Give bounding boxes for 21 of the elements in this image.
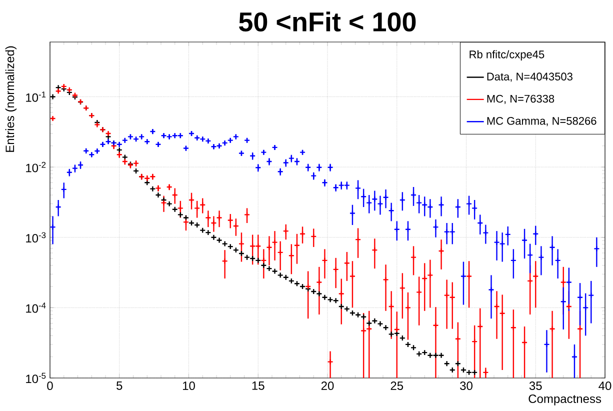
x-tick-label: 25 [390, 382, 404, 390]
x-tick-label: 30 [460, 382, 472, 390]
y-tick-label: 10$^{-3}$ [26, 232, 46, 243]
x-tick-label: 20 [321, 382, 334, 390]
legend-label: MC, N=76338 [487, 94, 554, 104]
y-tick-label: 10$^{-1}$ [26, 92, 46, 102]
x-tick-label: 15 [252, 382, 264, 390]
x-axis-title: Compactness [528, 394, 602, 406]
legend-title: Rb nfitc/cxpe45 [470, 50, 544, 60]
y-tick-label: 10$^{-5}$ [26, 372, 46, 384]
x-tick-label: 35 [529, 382, 542, 390]
y-tick-label: 10$^{-4}$ [26, 302, 46, 313]
x-tick-label: 5 [116, 382, 122, 390]
chart-title: 50 <nFit < 100 [239, 12, 416, 32]
legend-label: MC Gamma, N=58266 [487, 117, 596, 126]
x-tick-label: 10 [183, 382, 195, 390]
legend-label: Data, N=4043503 [487, 72, 572, 82]
x-tick-label: 0 [47, 382, 53, 390]
x-tick-label: 40 [598, 382, 612, 390]
y-tick-label: 10$^{-2}$ [26, 162, 46, 172]
y-axis-title: Entries (normalized) [5, 46, 17, 152]
